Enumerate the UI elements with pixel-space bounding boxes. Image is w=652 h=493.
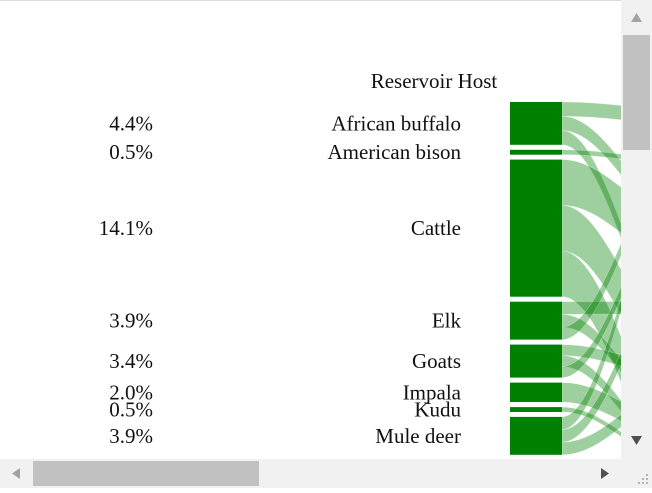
node-label: American bison [327,140,461,164]
triangle-left-icon [12,468,20,479]
column-title: Reservoir Host [371,69,498,93]
horizontal-scroll-thumb[interactable] [33,461,259,486]
flow-link[interactable] [561,115,621,245]
flow-link[interactable] [561,344,621,382]
vertical-scroll-thumb[interactable] [623,35,650,150]
flow-link[interactable] [561,406,621,459]
sankey-chart: Reservoir Host African buffalo 4.4% Americ… [99,69,621,459]
node-label: Cattle [411,216,461,240]
node-bar[interactable] [510,407,562,412]
flow-link[interactable] [561,111,621,340]
node-percent-label: 0.5% [109,140,153,164]
triangle-right-icon [601,468,609,479]
flow-link[interactable] [561,149,621,166]
node-percent-label: 3.4% [109,349,153,373]
node-label: Goats [412,349,461,373]
node-percent-label: 14.1% [99,216,153,240]
node-percent-label: 3.9% [109,309,153,333]
node-label: Mule deer [375,424,461,448]
node-percent-label: 4.4% [109,111,153,135]
node-bars [510,102,562,455]
node-bar[interactable] [510,159,562,297]
triangle-up-icon [631,13,642,22]
node-bar[interactable] [510,344,562,378]
node-labels: African buffalo 4.4% American bison 0.5% Cat… [99,111,462,448]
flow-link[interactable] [561,313,621,443]
node-bar[interactable] [510,416,562,455]
node-bar[interactable] [510,382,562,402]
node-label: African buffalo [331,111,461,135]
scroll-right-button[interactable] [589,459,621,488]
flow-link[interactable] [561,250,621,459]
node-label: Impala [403,380,462,404]
node-bar[interactable] [510,102,562,145]
flow-link[interactable] [561,355,621,459]
node-percent-label: 0.5% [109,398,153,422]
node-percent-label: 2.0% [109,380,153,404]
chart-viewport: Reservoir Host African buffalo 4.4% Americ… [0,0,621,459]
node-label: Kudu [414,398,461,422]
scroll-up-button[interactable] [621,0,652,32]
flow-link[interactable] [561,301,621,315]
flow-link[interactable] [561,101,621,125]
flow-link[interactable] [561,231,621,443]
node-label: Elk [432,309,462,333]
scroll-left-button[interactable] [0,459,32,488]
node-bar[interactable] [510,149,562,155]
flow-link[interactable] [561,161,621,378]
flow-link[interactable] [561,371,621,456]
node-bar[interactable] [510,301,562,340]
horizontal-scrollbar[interactable] [0,459,621,488]
flow-link[interactable] [561,111,621,430]
flow-link[interactable] [561,159,621,277]
flow-link[interactable] [561,130,621,386]
scroll-down-button[interactable] [621,427,652,459]
node-percent-label: 3.9% [109,424,153,448]
resize-grip-icon [638,474,648,484]
flow-link[interactable] [561,382,621,451]
flow-link[interactable] [561,204,621,416]
vertical-scrollbar[interactable] [621,0,652,459]
triangle-down-icon [631,436,642,445]
flow-links [561,101,621,459]
resize-corner[interactable] [621,459,652,488]
